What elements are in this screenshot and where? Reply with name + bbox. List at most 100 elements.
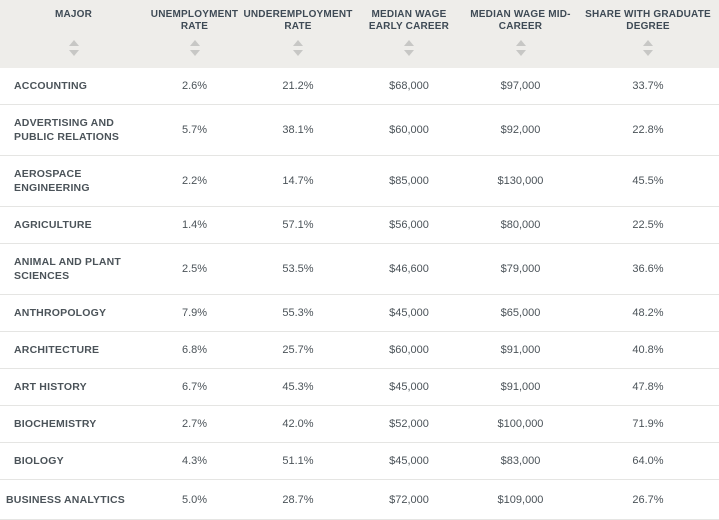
major-cell: BUSINESS ANALYTICS bbox=[0, 479, 147, 520]
sort-arrows[interactable] bbox=[293, 40, 303, 56]
column-header-underemployment-rate[interactable]: UNDEREMPLOYMENT RATE bbox=[242, 0, 354, 68]
column-header-inner: UNDEREMPLOYMENT RATE bbox=[242, 0, 354, 68]
major-cell: BIOLOGY bbox=[0, 442, 147, 480]
major-cell: ANIMAL AND PLANT SCIENCES bbox=[0, 243, 147, 295]
value-cell: $130,000 bbox=[464, 155, 577, 207]
value-cell: 2.6% bbox=[147, 68, 242, 105]
major-cell: ANTHROPOLOGY bbox=[0, 294, 147, 332]
sort-ascending-icon[interactable] bbox=[515, 40, 526, 46]
column-header-median-wage-mid-career[interactable]: MEDIAN WAGE MID-CAREER bbox=[464, 0, 577, 68]
sort-ascending-icon[interactable] bbox=[68, 40, 79, 46]
table-body: ACCOUNTING 2.6% 21.2% $68,000 $97,000 33.7% AD… bbox=[0, 68, 719, 520]
table-row: BIOLOGY 4.3% 51.1% $45,000 $83,000 64.0% bbox=[0, 442, 719, 480]
column-header-inner: MEDIAN WAGE EARLY CAREER bbox=[354, 0, 464, 68]
value-cell: $92,000 bbox=[464, 104, 577, 156]
sort-descending-icon[interactable] bbox=[68, 50, 79, 56]
value-cell: 21.2% bbox=[242, 68, 354, 105]
value-cell: 2.7% bbox=[147, 405, 242, 443]
table-row: AGRICULTURE 1.4% 57.1% $56,000 $80,000 22.5% bbox=[0, 206, 719, 244]
value-cell: $85,000 bbox=[354, 155, 464, 207]
column-header-share-with-graduate-degree[interactable]: SHARE WITH GRADUATE DEGREE bbox=[577, 0, 719, 68]
value-cell: 4.3% bbox=[147, 442, 242, 480]
value-cell: 7.9% bbox=[147, 294, 242, 332]
column-header-major[interactable]: MAJOR bbox=[0, 0, 147, 68]
column-header-inner: MEDIAN WAGE MID-CAREER bbox=[464, 0, 577, 68]
sort-arrows[interactable] bbox=[515, 40, 526, 56]
value-cell: 47.8% bbox=[577, 368, 719, 406]
column-header-median-wage-early-career[interactable]: MEDIAN WAGE EARLY CAREER bbox=[354, 0, 464, 68]
sort-arrows[interactable] bbox=[68, 40, 79, 56]
sort-arrows[interactable] bbox=[404, 40, 414, 56]
sort-ascending-icon[interactable] bbox=[404, 40, 414, 46]
value-cell: $109,000 bbox=[464, 479, 577, 520]
value-cell: 22.5% bbox=[577, 206, 719, 244]
column-header-inner: UNEMPLOYMENT RATE bbox=[147, 0, 242, 68]
value-cell: 22.8% bbox=[577, 104, 719, 156]
major-cell: ACCOUNTING bbox=[0, 68, 147, 105]
value-cell: $72,000 bbox=[354, 479, 464, 520]
value-cell: 55.3% bbox=[242, 294, 354, 332]
value-cell: 45.3% bbox=[242, 368, 354, 406]
column-header-label: MEDIAN WAGE MID-CAREER bbox=[470, 9, 571, 32]
column-header-label: SHARE WITH GRADUATE DEGREE bbox=[585, 9, 711, 32]
value-cell: $52,000 bbox=[354, 405, 464, 443]
major-cell: ART HISTORY bbox=[0, 368, 147, 406]
value-cell: 6.7% bbox=[147, 368, 242, 406]
value-cell: 42.0% bbox=[242, 405, 354, 443]
sort-descending-icon[interactable] bbox=[515, 50, 526, 56]
value-cell: 38.1% bbox=[242, 104, 354, 156]
value-cell: 51.1% bbox=[242, 442, 354, 480]
value-cell: $83,000 bbox=[464, 442, 577, 480]
sort-descending-icon[interactable] bbox=[643, 50, 653, 56]
value-cell: 26.7% bbox=[577, 479, 719, 520]
table-row: ADVERTISING AND PUBLIC RELATIONS 5.7% 38.1… bbox=[0, 104, 719, 156]
major-cell: AEROSPACE ENGINEERING bbox=[0, 155, 147, 207]
column-header-inner: MAJOR bbox=[0, 0, 147, 68]
value-cell: 71.9% bbox=[577, 405, 719, 443]
value-cell: $97,000 bbox=[464, 68, 577, 105]
sort-ascending-icon[interactable] bbox=[189, 40, 200, 46]
sort-arrows[interactable] bbox=[643, 40, 653, 56]
value-cell: 33.7% bbox=[577, 68, 719, 105]
value-cell: 25.7% bbox=[242, 331, 354, 369]
table-row: ACCOUNTING 2.6% 21.2% $68,000 $97,000 33.7% bbox=[0, 68, 719, 105]
value-cell: $45,000 bbox=[354, 294, 464, 332]
table-row: ANTHROPOLOGY 7.9% 55.3% $45,000 $65,000 48.2% bbox=[0, 294, 719, 332]
value-cell: $56,000 bbox=[354, 206, 464, 244]
major-cell: BIOCHEMISTRY bbox=[0, 405, 147, 443]
table-row: AEROSPACE ENGINEERING 2.2% 14.7% $85,000 $13… bbox=[0, 155, 719, 207]
value-cell: 2.5% bbox=[147, 243, 242, 295]
value-cell: 14.7% bbox=[242, 155, 354, 207]
sort-descending-icon[interactable] bbox=[293, 50, 303, 56]
value-cell: 2.2% bbox=[147, 155, 242, 207]
value-cell: $65,000 bbox=[464, 294, 577, 332]
value-cell: 36.6% bbox=[577, 243, 719, 295]
value-cell: 5.0% bbox=[147, 479, 242, 520]
value-cell: $68,000 bbox=[354, 68, 464, 105]
column-header-label: MEDIAN WAGE EARLY CAREER bbox=[368, 9, 450, 32]
major-cell: ARCHITECTURE bbox=[0, 331, 147, 369]
value-cell: $46,600 bbox=[354, 243, 464, 295]
value-cell: $45,000 bbox=[354, 368, 464, 406]
value-cell: $80,000 bbox=[464, 206, 577, 244]
value-cell: $60,000 bbox=[354, 104, 464, 156]
value-cell: 6.8% bbox=[147, 331, 242, 369]
sort-descending-icon[interactable] bbox=[189, 50, 200, 56]
sort-arrows[interactable] bbox=[189, 40, 200, 56]
column-header-inner: SHARE WITH GRADUATE DEGREE bbox=[577, 0, 719, 68]
column-header-unemployment-rate[interactable]: UNEMPLOYMENT RATE bbox=[147, 0, 242, 68]
column-header-label: MAJOR bbox=[54, 9, 93, 20]
value-cell: $60,000 bbox=[354, 331, 464, 369]
value-cell: $100,000 bbox=[464, 405, 577, 443]
value-cell: 45.5% bbox=[577, 155, 719, 207]
sort-ascending-icon[interactable] bbox=[643, 40, 653, 46]
sort-ascending-icon[interactable] bbox=[293, 40, 303, 46]
value-cell: $91,000 bbox=[464, 331, 577, 369]
header-row: MAJOR UNEMPLOYMENT RATE UNDEREMPLOYMENT RA… bbox=[0, 0, 719, 68]
table-row: ARCHITECTURE 6.8% 25.7% $60,000 $91,000 40.8% bbox=[0, 331, 719, 369]
value-cell: 40.8% bbox=[577, 331, 719, 369]
sort-descending-icon[interactable] bbox=[404, 50, 414, 56]
major-cell: ADVERTISING AND PUBLIC RELATIONS bbox=[0, 104, 147, 156]
